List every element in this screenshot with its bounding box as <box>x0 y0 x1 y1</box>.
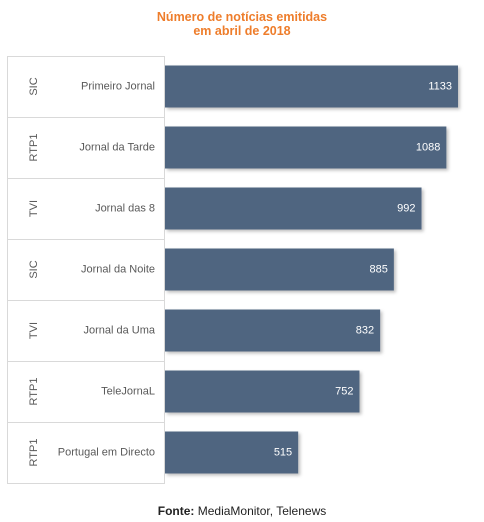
channel-label: TVI <box>28 322 40 339</box>
bar-value-label: 1088 <box>416 141 440 153</box>
bars: 1133 1088 992 885 832 752 515 <box>165 65 458 474</box>
channel-label: TVI <box>28 200 40 217</box>
program-label: Portugal em Directo <box>58 446 155 458</box>
channel-label: RTP1 <box>28 439 40 467</box>
bar <box>165 431 299 474</box>
program-label: Jornal da Tarde <box>79 141 155 153</box>
chart-title-line-2: em abril de 2018 <box>193 24 291 38</box>
category-labels: SIC Primeiro Jornal RTP1 Jornal da Tarde TVI… <box>28 77 156 466</box>
channel-label: RTP1 <box>28 378 40 406</box>
chart-grid <box>7 56 165 484</box>
bar <box>165 126 447 169</box>
program-label: TeleJornaL <box>101 385 155 397</box>
bar <box>165 248 394 291</box>
program-label: Jornal da Uma <box>83 324 155 336</box>
program-label: Primeiro Jornal <box>81 80 155 92</box>
channel-label: RTP1 <box>28 134 40 162</box>
chart-source: Fonte: MediaMonitor, Telenews <box>0 504 484 518</box>
bar-value-label: 752 <box>335 385 353 397</box>
bar <box>165 370 360 413</box>
source-text: MediaMonitor, Telenews <box>197 504 327 518</box>
chart-title: Número de notícias emitidas em abril de … <box>0 10 484 38</box>
program-label: Jornal da Noite <box>81 263 155 275</box>
source-label: Fonte: <box>157 504 195 518</box>
program-label: Jornal das 8 <box>95 202 155 214</box>
bar-value-label: 885 <box>370 263 388 275</box>
bar <box>165 65 458 108</box>
bar-value-label: 992 <box>397 202 415 214</box>
bar-value-label: 1133 <box>428 80 452 92</box>
chart-title-line-1: Número de notícias emitidas <box>156 10 328 24</box>
channel-label: SIC <box>28 77 40 95</box>
channel-label: SIC <box>28 260 40 278</box>
bar-chart: SIC Primeiro Jornal RTP1 Jornal da Tarde TVI… <box>7 56 458 484</box>
bar <box>165 187 422 230</box>
bar-value-label: 515 <box>274 446 292 458</box>
bar <box>165 309 381 352</box>
bar-value-label: 832 <box>356 324 374 336</box>
